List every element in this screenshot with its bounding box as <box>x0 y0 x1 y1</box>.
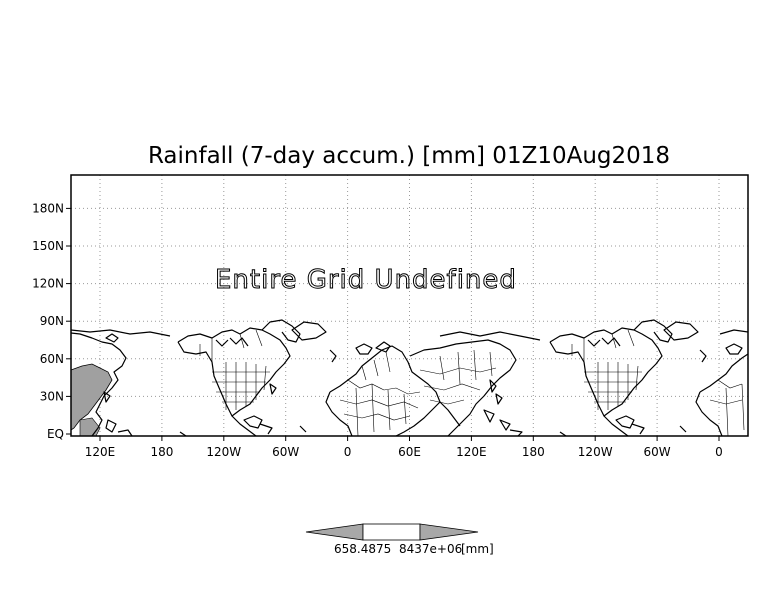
state-borders-north-america-1 <box>199 329 270 410</box>
x-tick-label: 0 <box>715 445 723 459</box>
x-tick-label: 180 <box>522 445 545 459</box>
y-tick-label: 120N <box>32 277 64 291</box>
coastline-europe-africa <box>325 341 441 437</box>
x-tick-label: 120E <box>85 445 116 459</box>
coastline-arctic <box>70 329 749 437</box>
colorbar-center-box <box>362 523 421 541</box>
colorbar-units: [mm] <box>461 542 494 556</box>
y-tick-label: 30N <box>40 389 64 403</box>
map-plot-area: 120E 180 120W 60W 0 60E 120E 180 120W 60W 0 EQ 30N 6… <box>32 174 749 459</box>
shaded-region-east-asia <box>70 363 113 431</box>
undefined-grid-message: Entire Grid Undefined <box>215 265 517 295</box>
y-tick-label: 150N <box>32 239 64 253</box>
y-tick-label: 60N <box>40 352 64 366</box>
coastline-asia-west <box>70 332 133 437</box>
coastline-europe-east <box>695 343 749 437</box>
x-tick-label: 180 <box>150 445 173 459</box>
y-tick-label: 90N <box>40 314 64 328</box>
coastline-asia-middle <box>409 339 523 437</box>
x-tick-label: 120E <box>456 445 487 459</box>
colorbar: 658.4875 8437e+06 [mm] <box>305 523 494 556</box>
y-tick-label: 180N <box>32 201 64 215</box>
y-tick-label: EQ <box>47 427 64 441</box>
x-tick-label: 60W <box>272 445 299 459</box>
country-borders-europe-africa <box>339 351 421 437</box>
colorbar-label: 658.4875 <box>334 542 391 556</box>
x-tick-label: 60E <box>398 445 421 459</box>
x-tick-label: 120W <box>578 445 613 459</box>
colorbar-right-arrow <box>419 523 479 541</box>
colorbar-label-overlap: 8437e+06 <box>399 542 462 556</box>
country-borders-asia <box>419 349 497 405</box>
x-axis: 120E 180 120W 60W 0 60E 120E 180 120W 60W 0 <box>85 436 723 459</box>
state-borders-north-america-2 <box>571 329 642 410</box>
y-axis: EQ 30N 60N 90N 120N 150N 180N <box>32 201 71 441</box>
x-tick-label: 0 <box>344 445 352 459</box>
gridlines <box>71 175 748 436</box>
x-tick-label: 120W <box>206 445 241 459</box>
map-title: Rainfall (7-day accum.) [mm] 01Z10Aug201… <box>148 143 670 169</box>
colorbar-left-arrow <box>305 523 364 541</box>
x-tick-label: 60W <box>644 445 671 459</box>
